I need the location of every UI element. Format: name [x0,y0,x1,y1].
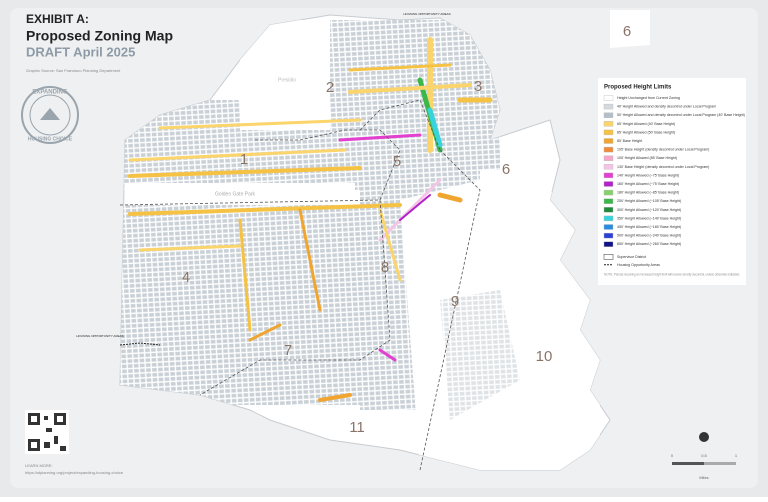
place-label: Presidio [278,77,296,83]
district-number: 10 [536,348,553,365]
district-number: 1 [240,151,248,168]
legend-label: 65' Height Allowed (40' Base Height) [617,122,675,126]
legend-swatch [603,95,614,101]
badge [21,86,79,144]
district-number: 6 [502,161,510,178]
legend-swatch [603,189,614,196]
legend-label: 50' Height Allowed and density decontrol… [617,113,745,117]
north-arrow [699,432,709,442]
legend-swatch [603,198,614,204]
legend-swatch [603,146,614,153]
legend-swatch [603,138,614,144]
legend-label: Supervisor District [617,255,646,259]
island [610,10,650,48]
legend-label: 650' Height Allowed (~260' Base Height) [617,242,681,246]
district-number: 3 [474,78,482,95]
legend-label: 160' Height Allowed (~75' Base Height) [617,182,679,186]
scale-bar [672,462,736,465]
legend-label: 85' Base Height [617,139,642,143]
title: Proposed Zoning Map [26,28,173,44]
legend-label: 450' Height Allowed (~180' Base Height) [617,225,681,229]
learn-more-url: https://sfplanning.org/project/expanding… [25,470,124,475]
qr-code [25,410,69,454]
district-number: 9 [451,293,459,310]
legend-title: Proposed Height Limits [604,85,672,91]
legend-label: 300' Height Allowed (~120' Base Height) [617,208,681,212]
legend-box [598,78,746,285]
place-label: Golden Gate Park [215,191,256,197]
legend-label: 180' Height Allowed (~85' Base Height) [617,191,679,195]
scale-tick: 0.5 [701,453,707,458]
exhibit: EXHIBIT A: [26,12,89,26]
legend-swatch [603,155,614,161]
legend-label: 140' Height Allowed (~75' Base Height) [617,173,679,177]
legend-label: Height Unchanged from Current Zoning [617,96,680,100]
legend-swatch [603,129,614,136]
scale-unit: Miles [699,475,708,480]
legend-note: NOTE: Parcels receiving an increased hei… [604,273,740,277]
legend-swatch [603,254,614,260]
legend-swatch [603,103,614,110]
district-number: 11 [349,419,365,436]
parcels [120,20,600,470]
district-number: 7 [284,342,292,359]
district-number: 2 [326,79,334,96]
opportunity-boundary [119,342,161,346]
legend-swatch [603,164,614,170]
learn-more: LEARN MORE: [25,463,53,468]
legend-label: 85' Height Allowed (50' Base Height) [617,130,675,134]
district-boundaries [119,99,481,471]
height-overlays [128,37,493,402]
legend-label: 40' Height Allowed and density decontrol… [617,105,716,109]
badge-bottom: HOUSING CHOICE [28,136,73,142]
legend-swatch [603,112,614,118]
legend-swatch [603,181,614,187]
district-number: 4 [182,269,190,286]
callout: HOUSING OPPORTUNITY AREAS [76,334,123,338]
district-number: 8 [381,259,389,276]
legend-label: 350' Height Allowed (~140' Base Height) [617,216,681,220]
legend-label: 105' Height Allowed (85' Base Height) [617,156,677,160]
badge-top: EXPANDING [32,90,68,96]
legend-label: 250' Height Allowed (~105' Base Height) [617,199,681,203]
district-number: 6 [623,23,631,40]
legend-label: 130' Base Height (density decontrol unde… [617,165,709,169]
scale-tick: 0 [671,453,674,458]
legend-swatch [603,215,614,222]
legend-label: Housing Opportunity Areas [617,263,660,267]
legend-label: 105' Base Height (density decontrol unde… [617,148,709,152]
legend-swatch [603,172,614,179]
legend-swatch [603,241,614,247]
scale-tick: 1 [735,453,738,458]
callout: HOUSING OPPORTUNITY AREAS [403,12,450,16]
legend-label: 500' Height Allowed (~240' Base Height) [617,234,681,238]
legend-swatch [603,232,614,239]
source: Graphic Source: San Francisco Planning D… [26,68,121,73]
legend-swatch [603,207,614,213]
subtitle: DRAFT April 2025 [26,44,135,59]
district-number: 5 [393,153,401,170]
legend-swatch [603,224,614,230]
legend-swatch [603,121,614,127]
